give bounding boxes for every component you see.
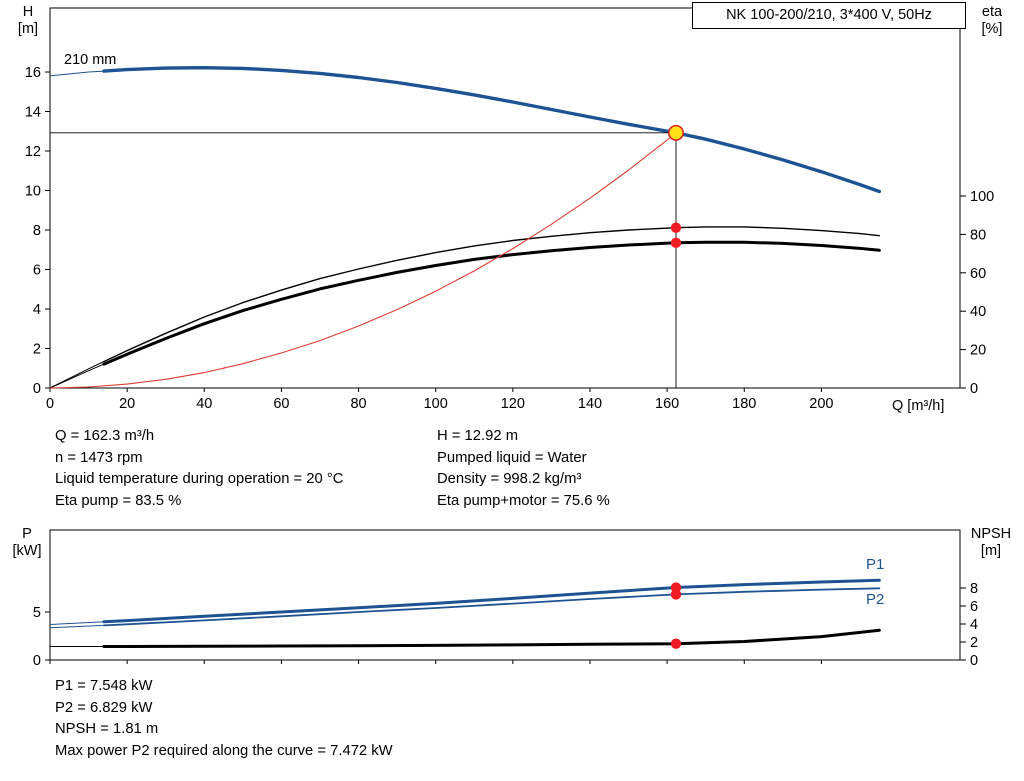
p-axis-unit: [kW]: [12, 543, 42, 559]
duty-point[interactable]: [667, 124, 684, 141]
y-right-tick-label: 6: [970, 599, 978, 615]
info-line: Liquid temperature during operation = 20…: [55, 471, 344, 488]
info-line: Eta pump = 83.5 %: [55, 492, 182, 509]
x-tick-label: 100: [424, 396, 448, 412]
npsh-curve: [102, 628, 881, 648]
info-line: H = 12.92 m: [437, 428, 519, 444]
y-left-tick-label: 5: [33, 605, 41, 621]
impeller-diameter-label: 210 mm: [64, 52, 117, 68]
y-right-tick-label: 0: [970, 381, 978, 397]
x-tick-label: 20: [119, 396, 135, 412]
h-axis-name: H: [22, 4, 34, 20]
plot-frame: [49, 7, 961, 389]
results-top-right: H = 12.92 m Pumped liquid = Water Density …: [437, 426, 610, 512]
x-tick-label: 0: [46, 396, 54, 412]
p2-curve-lead: [49, 624, 105, 629]
y-left-tick-label: 10: [25, 184, 41, 200]
system-curve: [49, 132, 677, 389]
npsh-dot: [670, 638, 682, 649]
npsh-axis-name: NPSH: [970, 526, 1012, 542]
x-tick-label: 200: [809, 396, 833, 412]
eta-pump-curve: [103, 226, 880, 363]
y-right-tick-label: 60: [970, 266, 986, 282]
eta-axis-label: eta [%]: [966, 4, 1018, 38]
eta-pump-motor-curve: [102, 240, 881, 366]
y-right-tick-label: 2: [970, 635, 978, 651]
y-left-tick-label: 16: [25, 65, 41, 81]
x-tick-label: 140: [578, 396, 602, 412]
y-left-tick-label: 2: [33, 342, 41, 358]
power-npsh-chart: 0 5 0 2 4 6 8: [33, 529, 978, 669]
x-tick-label: 60: [273, 396, 289, 412]
y-left-tick-label: 0: [33, 653, 41, 669]
eta-pump-motor-dot: [670, 237, 682, 249]
info-line: Max power P2 required along the curve = …: [55, 742, 393, 759]
h-axis-label: H [m]: [6, 4, 50, 38]
y-left-tick-label: 0: [33, 381, 41, 397]
y-right-tick-label: 4: [970, 617, 978, 633]
y-left-tick-label: 8: [33, 223, 41, 239]
info-line: Density = 998.2 kg/m³: [437, 471, 582, 488]
p1-curve-label: P1: [866, 556, 885, 573]
info-line: n = 1473 rpm: [55, 449, 143, 466]
y-right-tick-label: 40: [970, 304, 986, 320]
info-line: NPSH = 1.81 m: [55, 721, 159, 738]
h-q-chart: 0 20 40 60 80 100 120 140 160 180 2000246810121416…: [25, 7, 994, 412]
p-axis-label: P [kW]: [4, 526, 50, 560]
p-axis-name: P: [22, 526, 32, 542]
p1-curve-lead: [49, 621, 105, 625]
y-right-tick-label: 8: [970, 581, 978, 597]
results-top-left: Q = 162.3 m³/h n = 1473 rpm Liquid tempera…: [55, 426, 343, 512]
results-bottom: P1 = 7.548 kW P2 = 6.829 kW NPSH = 1.81 m M…: [55, 676, 393, 762]
eta-axis-name: eta: [981, 4, 1003, 20]
y-left-tick-label: 14: [25, 105, 41, 121]
x-tick-label: 160: [655, 396, 679, 412]
x-tick-label: 120: [501, 396, 525, 412]
npsh-axis-label: NPSH [m]: [962, 526, 1020, 560]
eta-axis-unit: [%]: [981, 21, 1003, 37]
h-axis-unit: [m]: [17, 21, 39, 37]
y-left-tick-label: 6: [33, 263, 41, 279]
info-line: P2 = 6.829 kW: [55, 699, 153, 716]
x-tick-label: 80: [350, 396, 366, 412]
y-left-tick-label: 4: [33, 302, 41, 318]
info-line: Q = 162.3 m³/h: [55, 428, 155, 444]
p2-curve: [103, 587, 881, 627]
npsh-axis-unit: [m]: [980, 543, 1002, 559]
head-curve-210mm-lead: [49, 70, 105, 77]
x-tick-label: 40: [196, 396, 212, 412]
eta-pump-dot: [670, 222, 682, 233]
y-right-tick-label: 0: [970, 653, 978, 669]
x-tick-label: 180: [732, 396, 756, 412]
p2-dot: [670, 589, 682, 600]
head-curve-210mm: [102, 65, 881, 194]
p1-curve: [102, 578, 881, 624]
pump-title-box: NK 100-200/210, 3*400 V, 50Hz: [692, 2, 966, 29]
eta-pump-motor-curve-lead: [49, 363, 105, 389]
info-line: P1 = 7.548 kW: [55, 678, 153, 694]
p2-curve-label: P2: [866, 591, 885, 608]
y-right-tick-label: 80: [970, 227, 986, 243]
info-line: Eta pump+motor = 75.6 %: [437, 492, 610, 509]
plot-frame: [49, 529, 961, 661]
y-right-tick-label: 20: [970, 343, 986, 359]
q-axis-label: Q [m³/h]: [892, 398, 945, 414]
y-left-tick-label: 12: [25, 144, 41, 160]
eta-pump-curve-lead: [49, 361, 105, 389]
y-right-tick-label: 100: [970, 189, 994, 205]
info-line: Pumped liquid = Water: [437, 449, 587, 466]
